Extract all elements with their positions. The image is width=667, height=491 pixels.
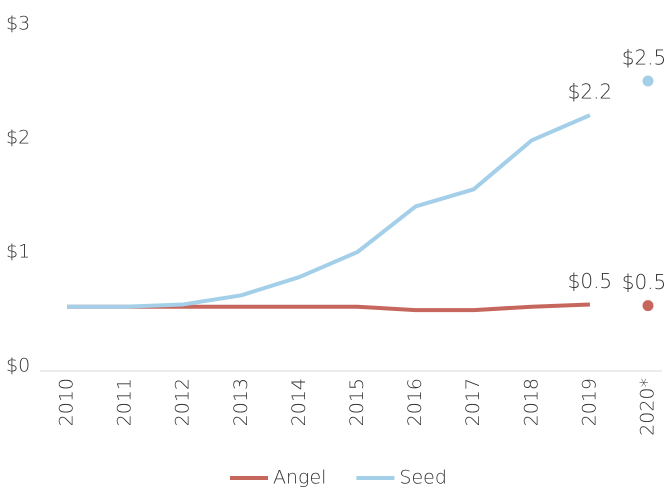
data-label: $2.2 bbox=[568, 80, 613, 104]
y-tick-label: $1 bbox=[6, 241, 30, 263]
y-tick-label: $0 bbox=[6, 355, 30, 377]
x-tick-label: 2016 bbox=[404, 378, 426, 426]
x-tick-label: 2019 bbox=[578, 378, 600, 426]
legend-label: Seed bbox=[399, 467, 447, 489]
x-tick-label: 2014 bbox=[288, 378, 310, 426]
x-tick-label: 2018 bbox=[520, 378, 542, 426]
y-tick-label: $2 bbox=[6, 127, 30, 149]
x-tick-label: 2010 bbox=[56, 378, 78, 426]
data-label: $2.5 bbox=[622, 46, 667, 70]
legend-label: Angel bbox=[273, 467, 326, 489]
x-tick-label: 2013 bbox=[230, 378, 252, 426]
y-tick-label: $3 bbox=[6, 13, 30, 35]
series-point bbox=[642, 75, 654, 87]
x-tick-label: 2015 bbox=[346, 378, 368, 426]
data-label: $0.5 bbox=[622, 270, 667, 294]
data-label: $0.5 bbox=[568, 269, 613, 293]
series-line bbox=[67, 113, 591, 309]
x-tick-label: 2011 bbox=[114, 378, 136, 426]
series-point bbox=[642, 300, 654, 312]
x-tick-label: 2017 bbox=[462, 378, 484, 426]
x-tick-label: 2020* bbox=[637, 378, 659, 436]
x-tick-label: 2012 bbox=[172, 378, 194, 426]
